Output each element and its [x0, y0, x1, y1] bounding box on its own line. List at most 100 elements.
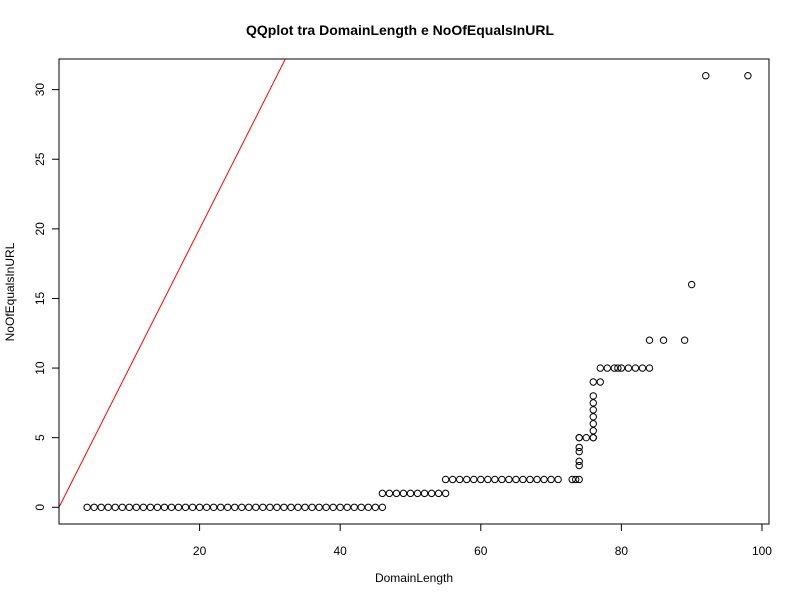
data-point — [167, 503, 176, 511]
data-point — [512, 475, 520, 484]
data-point — [533, 475, 541, 484]
data-point — [216, 503, 225, 511]
data-point — [146, 503, 155, 511]
data-point — [308, 503, 316, 511]
data-point — [441, 489, 450, 498]
data-point — [413, 489, 422, 498]
data-point — [238, 503, 246, 511]
data-point — [505, 475, 513, 484]
data-point — [617, 364, 626, 372]
x-axis-label: DomainLength — [375, 571, 453, 585]
data-point — [224, 503, 232, 511]
data-point — [645, 336, 654, 344]
data-point — [568, 475, 576, 484]
data-point — [589, 399, 597, 407]
data-point — [526, 475, 534, 484]
data-point — [153, 503, 162, 511]
data-point — [336, 503, 344, 511]
data-point — [491, 475, 499, 484]
y-tick-label: 5 — [33, 434, 47, 441]
x-tick-label: 80 — [615, 544, 629, 558]
data-point — [463, 475, 471, 484]
data-point — [364, 503, 373, 511]
data-point — [343, 503, 351, 511]
data-point — [702, 72, 710, 80]
y-axis-label: NoOfEqualsInURL — [3, 242, 17, 341]
data-point — [231, 503, 239, 511]
data-point — [174, 503, 183, 511]
data-point — [350, 503, 358, 511]
data-point — [301, 503, 309, 511]
data-point — [104, 503, 112, 511]
data-point — [624, 364, 633, 372]
data-point — [589, 392, 597, 400]
data-point — [575, 461, 583, 470]
data-point — [519, 475, 527, 484]
data-point — [645, 364, 654, 372]
data-point — [589, 378, 597, 386]
y-tick-label: 15 — [33, 291, 47, 305]
data-point — [631, 364, 640, 372]
data-point — [90, 503, 98, 511]
x-tick-label: 20 — [193, 544, 207, 558]
data-point — [638, 364, 647, 372]
points-group — [83, 72, 752, 511]
data-point — [614, 364, 622, 372]
data-point — [575, 447, 583, 456]
data-point — [744, 72, 752, 80]
data-point — [378, 489, 387, 498]
data-point — [406, 489, 415, 498]
data-point — [357, 503, 365, 511]
data-point — [139, 503, 148, 511]
plot-frame — [58, 58, 770, 525]
data-point — [589, 413, 597, 421]
data-point — [125, 503, 133, 511]
data-point — [582, 433, 590, 442]
data-point — [427, 489, 436, 498]
data-point — [132, 503, 141, 511]
reference-line-group — [59, 59, 286, 508]
data-point — [322, 503, 330, 511]
data-point — [420, 489, 429, 498]
data-point — [385, 489, 394, 498]
data-point — [195, 503, 204, 511]
data-point — [603, 364, 612, 372]
data-point — [441, 475, 450, 484]
data-point — [294, 503, 302, 511]
y-tick-label: 10 — [33, 361, 47, 375]
data-point — [589, 406, 597, 414]
data-point — [589, 433, 597, 442]
data-point — [209, 503, 218, 511]
data-point — [687, 280, 696, 289]
data-point — [399, 489, 408, 498]
x-tick-label: 60 — [474, 544, 488, 558]
data-point — [329, 503, 337, 511]
data-point — [575, 443, 583, 452]
data-point — [610, 364, 619, 372]
data-point — [659, 336, 668, 344]
data-point — [589, 420, 597, 428]
reference-line — [59, 59, 286, 508]
data-point — [287, 503, 295, 511]
x-tick-label: 40 — [334, 544, 348, 558]
data-point — [378, 503, 387, 511]
data-point — [259, 503, 267, 511]
data-point — [245, 503, 253, 511]
y-axis: 0 5 10 15 20 25 30 — [33, 83, 60, 511]
data-point — [589, 427, 597, 435]
data-point — [188, 503, 197, 511]
data-point — [680, 336, 689, 344]
data-point — [498, 475, 506, 484]
data-point — [540, 475, 548, 484]
data-point — [371, 503, 380, 511]
x-axis: 20 40 60 80 100 — [193, 523, 772, 558]
data-point — [202, 503, 211, 511]
x-tick-label: 100 — [752, 544, 772, 558]
data-point — [252, 503, 260, 511]
data-point — [434, 489, 443, 498]
data-point — [181, 503, 190, 511]
plot-area — [58, 58, 770, 525]
y-tick-label: 25 — [33, 152, 47, 166]
data-point — [448, 475, 457, 484]
